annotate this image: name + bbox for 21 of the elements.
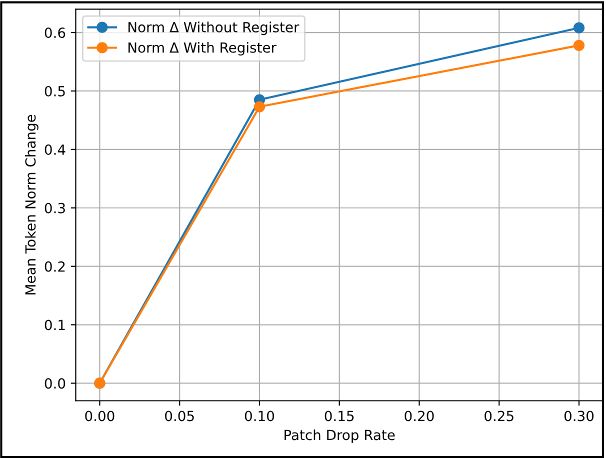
x-tick-label: 0.05 [165, 410, 194, 422]
y-tick-label: 0.6 [44, 28, 66, 38]
point [573, 22, 585, 34]
y-tick-label: 0.3 [44, 202, 65, 214]
x-tick-label: 0.25 [484, 410, 514, 422]
x-tick-label: 0.20 [404, 410, 434, 422]
y-tick-label: 0.1 [44, 320, 65, 330]
x-tick-label: 0.15 [324, 410, 354, 422]
y-tick-label: 0.0 [44, 378, 66, 389]
y-tick-label: 0.5 [44, 86, 65, 96]
x-tick-label: 0.00 [85, 410, 114, 422]
legend-label: Norm Δ With Register [128, 42, 276, 56]
x-axis-title: Patch Drop Rate [284, 429, 395, 443]
x-tick-label: 0.30 [564, 410, 594, 422]
legend-label: Norm Δ Without Register [128, 22, 300, 36]
y-axis-title: Mean Token Norm Change [24, 114, 38, 294]
point [573, 40, 585, 51]
point [254, 101, 266, 112]
y-tick-label: 0.4 [44, 144, 66, 155]
x-tick-label: 0.10 [244, 410, 274, 422]
y-tick-label: 0.2 [44, 261, 65, 272]
